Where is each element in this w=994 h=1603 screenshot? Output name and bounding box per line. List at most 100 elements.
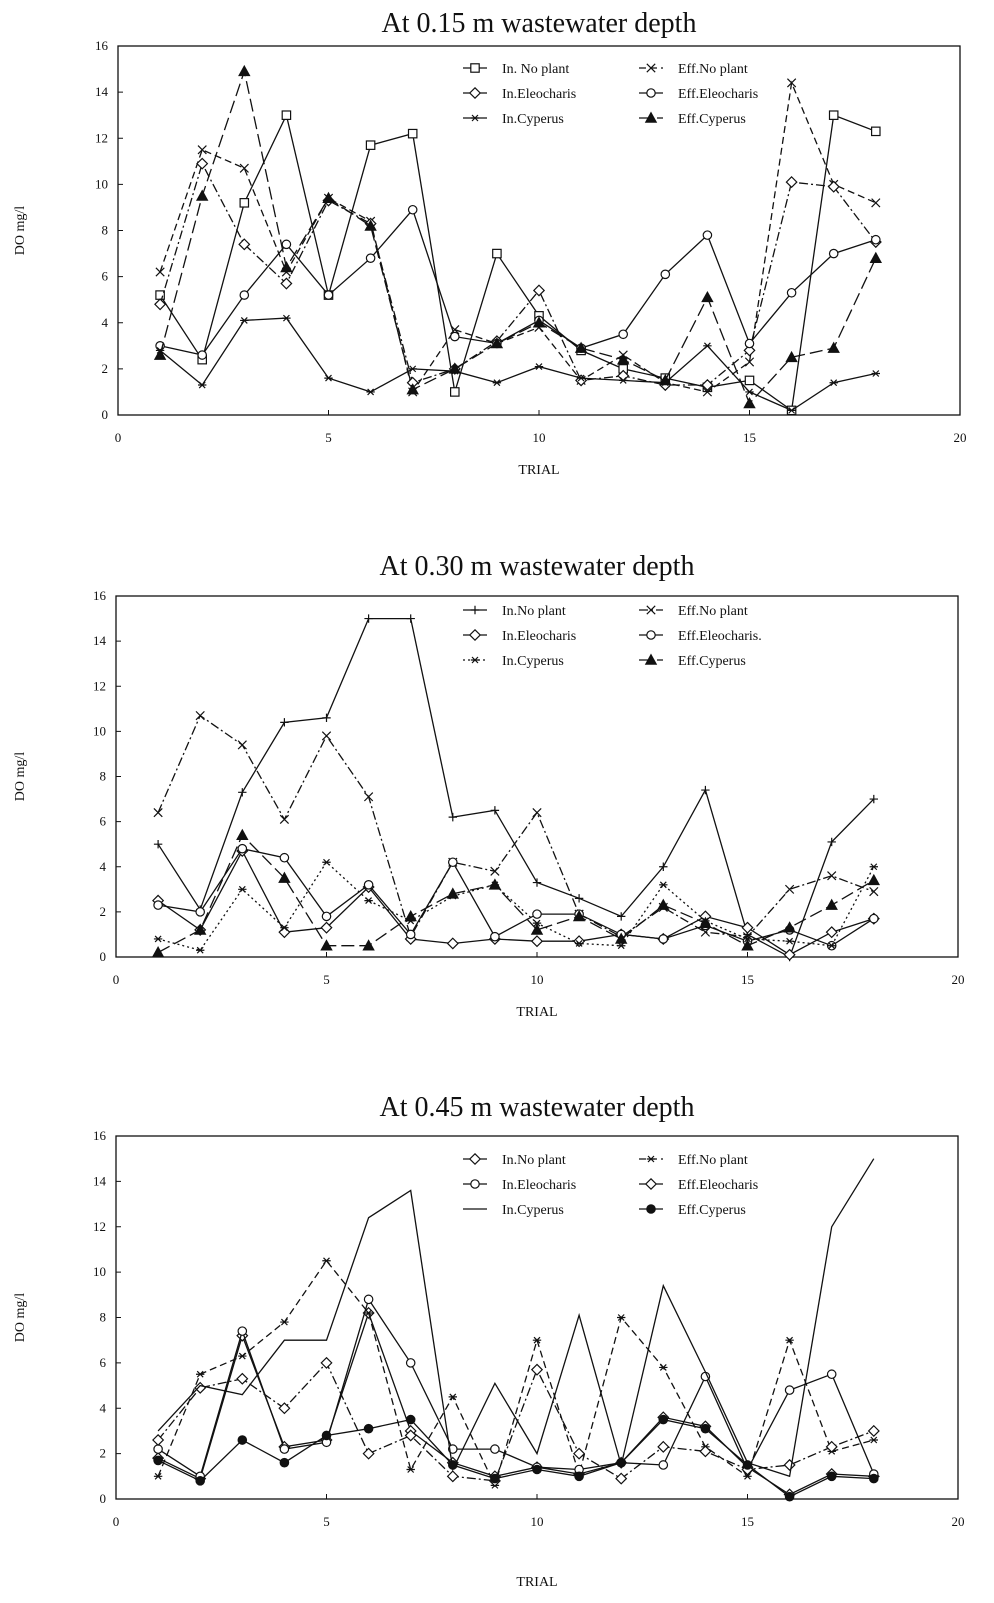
y-tick-label: 4 — [102, 315, 109, 330]
data-point — [407, 204, 418, 215]
data-point — [492, 248, 502, 259]
data-point — [447, 1460, 458, 1470]
series-4 — [153, 843, 879, 951]
y-tick-label: 8 — [102, 223, 109, 238]
data-point — [701, 290, 714, 303]
data-point — [574, 894, 584, 903]
data-point — [406, 614, 415, 623]
series-5 — [157, 1158, 875, 1478]
data-point — [490, 806, 500, 815]
legend-entry: Eff.Eleocharis — [639, 87, 758, 102]
data-point — [280, 924, 289, 932]
data-point — [322, 191, 335, 204]
data-point — [153, 900, 163, 910]
data-point — [404, 909, 417, 922]
series-line — [157, 714, 875, 939]
data-point — [320, 1356, 333, 1369]
data-point — [744, 375, 755, 386]
legend-marker — [646, 88, 656, 98]
data-point — [238, 1352, 247, 1360]
data-point — [405, 929, 416, 940]
data-point — [532, 284, 546, 297]
chart-1: At 0.15 m wastewater depth 0 2 4 6 8 10 12 14 16 0… — [13, 8, 967, 478]
data-point — [406, 383, 419, 395]
data-point — [658, 1460, 669, 1470]
data-point — [196, 157, 209, 170]
series-3 — [152, 844, 880, 961]
data-point — [699, 1445, 712, 1458]
data-point — [573, 1447, 586, 1460]
chart-title: At 0.30 m wastewater depth — [380, 551, 695, 582]
data-point — [322, 1257, 331, 1265]
data-point — [362, 939, 375, 951]
legend-label: In.Eleocharis — [502, 629, 576, 644]
x-axis-label: TRIAL — [518, 463, 559, 478]
y-tick-label: 10 — [93, 723, 106, 738]
series-4 — [155, 204, 881, 360]
data-point — [826, 1369, 837, 1380]
data-point — [155, 267, 165, 277]
legend-marker — [644, 653, 658, 665]
data-point — [743, 344, 756, 357]
data-point — [448, 812, 457, 822]
data-point — [153, 1444, 163, 1454]
y-tick-label: 14 — [93, 1173, 107, 1188]
legend-marker — [646, 63, 656, 73]
data-point — [702, 230, 713, 240]
series-6 — [153, 64, 883, 409]
x-tick-label: 5 — [323, 1514, 330, 1529]
data-point — [407, 128, 418, 139]
data-point — [152, 1433, 165, 1447]
series-line — [157, 834, 875, 954]
x-tick-label: 10 — [533, 430, 546, 445]
legend-entry: In.Cyperus — [463, 654, 564, 669]
data-point — [450, 387, 460, 397]
data-point — [867, 873, 881, 886]
data-point — [153, 935, 163, 943]
y-tick-label: 10 — [95, 176, 108, 191]
legend-label: Eff.No plant — [678, 1153, 748, 1168]
x-tick-label: 15 — [741, 972, 754, 987]
series-3 — [154, 157, 882, 392]
legend-marker — [470, 1179, 480, 1189]
data-point — [534, 363, 544, 370]
data-point — [278, 1402, 291, 1415]
data-point — [785, 176, 798, 189]
legend-label: Eff.Cyperus — [678, 112, 746, 127]
y-tick-label: 12 — [93, 1219, 106, 1234]
data-point — [153, 807, 163, 818]
y-tick-label: 4 — [100, 1400, 107, 1415]
legend-label: Eff.Eleocharis. — [678, 629, 762, 644]
y-tick-label: 2 — [100, 904, 107, 919]
data-point — [532, 807, 542, 818]
data-point — [154, 298, 167, 311]
data-point — [404, 1429, 417, 1442]
legend-label: Eff.Cyperus — [678, 1203, 746, 1218]
series-line — [157, 861, 875, 951]
data-point — [616, 353, 630, 365]
series-line — [159, 161, 877, 386]
data-point — [532, 909, 542, 919]
data-point — [574, 940, 584, 947]
data-point — [449, 331, 460, 342]
data-point — [826, 1471, 837, 1482]
data-point — [827, 837, 836, 847]
data-point — [869, 1436, 878, 1444]
data-point — [151, 946, 165, 958]
data-point — [829, 379, 838, 387]
legend-entry: Eff.Eleocharis — [639, 1177, 758, 1193]
data-point — [238, 885, 247, 893]
data-point — [744, 357, 755, 367]
legend-label: In.Cyperus — [502, 1203, 564, 1218]
y-tick-label: 8 — [100, 1310, 107, 1325]
data-point — [364, 614, 373, 623]
y-tick-label: 12 — [93, 678, 106, 693]
data-point — [195, 189, 209, 201]
data-point — [783, 948, 796, 961]
y-tick-label: 0 — [102, 407, 109, 422]
y-axis-label: DO mg/l — [13, 206, 28, 256]
data-point — [320, 939, 333, 951]
data-point — [237, 740, 247, 750]
legend-entry: In.Eleocharis — [463, 1178, 576, 1193]
